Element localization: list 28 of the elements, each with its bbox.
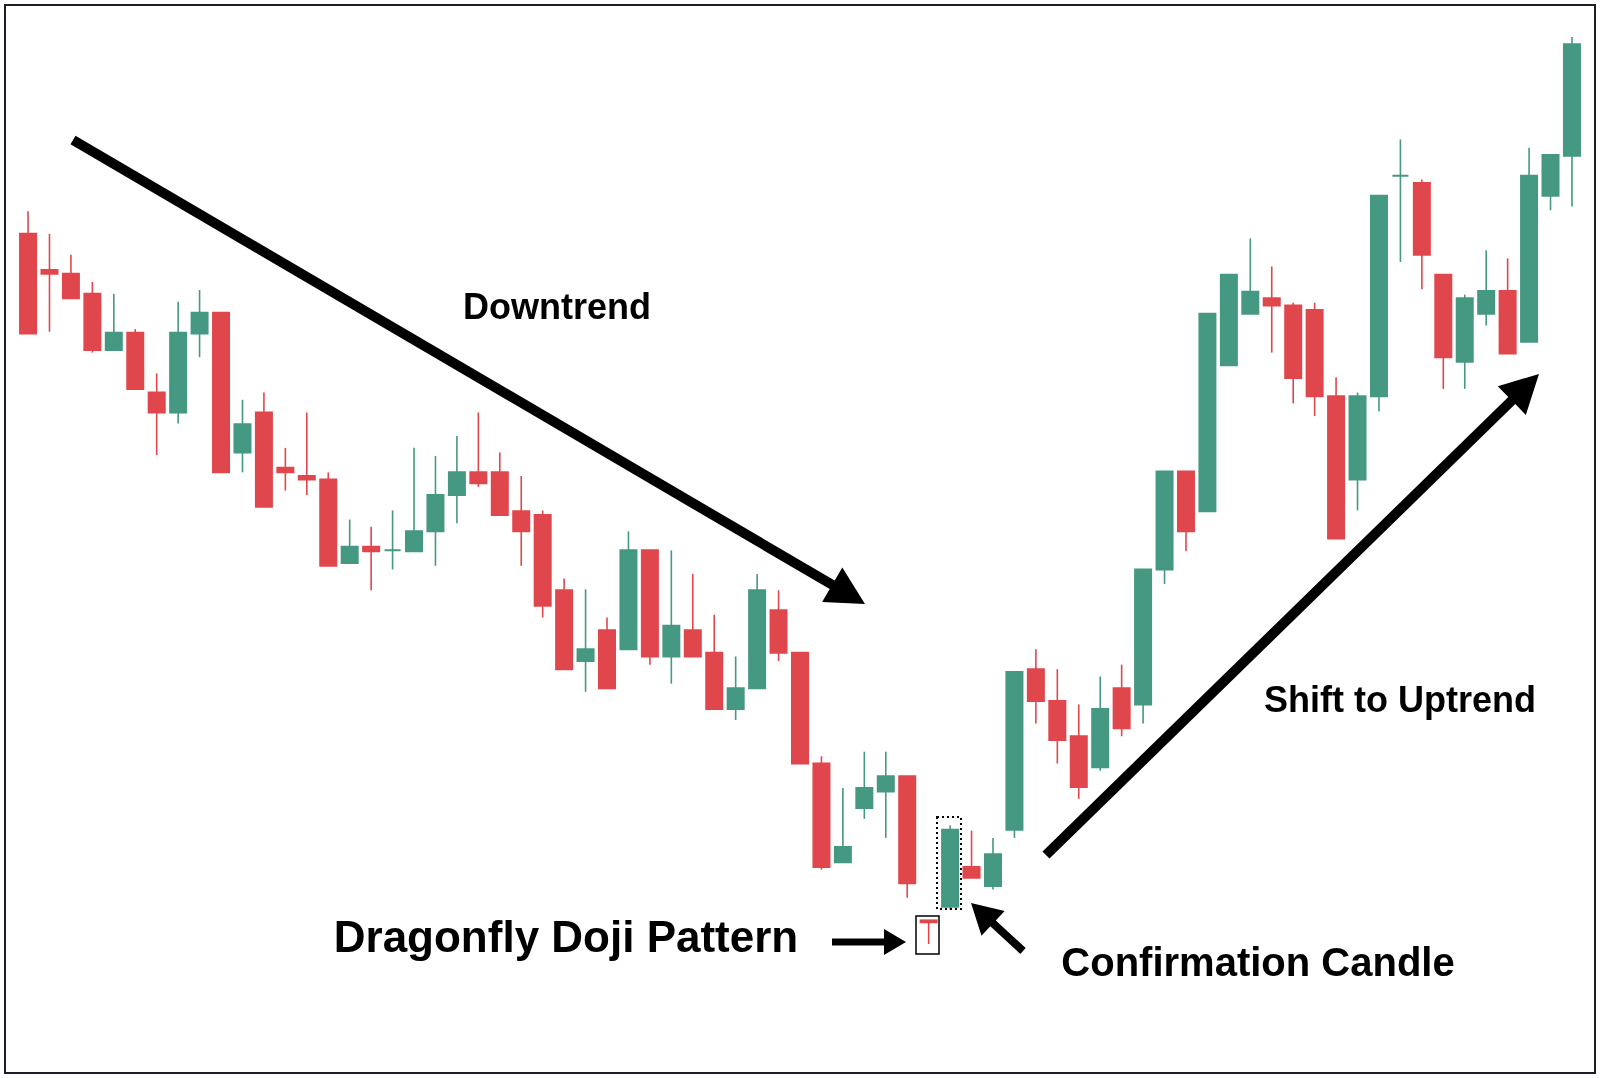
candlestick [190, 289, 209, 358]
candlestick [297, 411, 316, 496]
candlestick [340, 518, 359, 565]
candlestick [726, 655, 745, 721]
annotation: Dragonfly Doji Pattern [333, 912, 799, 961]
candlestick [40, 233, 59, 333]
candlestick [512, 475, 531, 567]
candlestick [1262, 265, 1281, 354]
candlestick [405, 447, 424, 553]
candlestick [383, 509, 402, 571]
candlestick [919, 919, 938, 945]
candlestick [855, 750, 874, 820]
candlestick [147, 372, 166, 456]
candlestick [104, 292, 123, 351]
candlestick [833, 787, 852, 864]
candlestick [276, 447, 295, 492]
annotation: Shift to Uptrend [1264, 679, 1536, 720]
candlestick [1241, 237, 1260, 315]
annotation: Confirmation Candle [1061, 940, 1455, 984]
candlestick [576, 588, 595, 693]
candlestick [447, 435, 466, 524]
candlestick [1391, 138, 1410, 263]
candlestick [469, 411, 488, 488]
candlestick [1477, 249, 1496, 327]
candlestick [876, 750, 895, 839]
candlestick [362, 525, 381, 592]
candlestick [962, 829, 981, 879]
annotation: Downtrend [463, 286, 651, 327]
